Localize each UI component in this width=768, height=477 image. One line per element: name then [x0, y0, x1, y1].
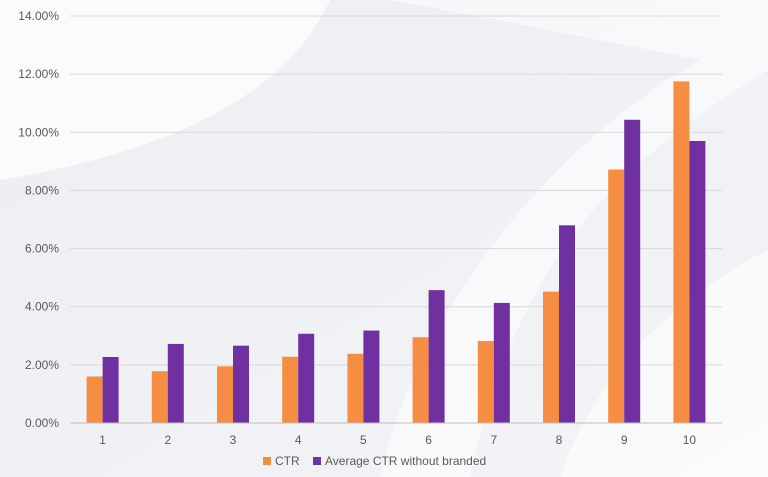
bar-average-ctr-without-branded: [624, 119, 641, 423]
x-tick-label: 7: [490, 433, 497, 447]
bar-ctr: [151, 371, 168, 423]
bar-ctr: [347, 353, 364, 423]
y-tick-label: 10.00%: [18, 125, 59, 139]
bar-ctr: [673, 81, 690, 424]
bar-ctr: [86, 376, 103, 423]
bar-average-ctr-without-branded: [493, 302, 510, 423]
x-tick-label: 1: [99, 433, 106, 447]
x-tick-label: 8: [556, 433, 563, 447]
y-tick-label: 6.00%: [25, 242, 59, 256]
y-tick-label: 14.00%: [18, 9, 59, 23]
x-tick-label: 10: [683, 433, 697, 447]
bar-average-ctr-without-branded: [559, 225, 575, 423]
legend-swatch-ctr: [263, 457, 271, 465]
bar-ctr: [282, 356, 299, 423]
y-tick-label: 0.00%: [25, 416, 59, 430]
bar-ctr: [412, 337, 429, 423]
y-tick-label: 4.00%: [25, 300, 59, 314]
bar-ctr: [543, 291, 559, 423]
x-tick-label: 6: [425, 433, 432, 447]
x-tick-label: 5: [360, 433, 367, 447]
legend-label: Average CTR without branded: [325, 454, 486, 468]
bar-average-ctr-without-branded: [363, 330, 380, 423]
bar-average-ctr-without-branded: [428, 290, 445, 423]
bar-average-ctr-without-branded: [167, 343, 184, 423]
x-tick-label: 3: [230, 433, 237, 447]
bar-ctr: [217, 366, 233, 423]
x-tick-label: 9: [621, 433, 628, 447]
background-swoosh: [380, 0, 768, 477]
y-tick-label: 12.00%: [18, 67, 59, 81]
bar-average-ctr-without-branded: [689, 141, 706, 423]
background-swoosh: [0, 0, 330, 180]
bar-ctr: [608, 169, 625, 423]
y-tick-label: 2.00%: [25, 358, 59, 372]
bar-average-ctr-without-branded: [298, 333, 315, 423]
bar-average-ctr-without-branded: [102, 357, 119, 423]
legend-label: CTR: [275, 454, 300, 468]
bar-average-ctr-without-branded: [233, 345, 249, 423]
bar-ctr: [477, 341, 494, 423]
y-tick-label: 8.00%: [25, 183, 59, 197]
x-tick-label: 2: [164, 433, 171, 447]
x-tick-label: 4: [295, 433, 302, 447]
legend-swatch-average-ctr-without-branded: [313, 457, 321, 465]
